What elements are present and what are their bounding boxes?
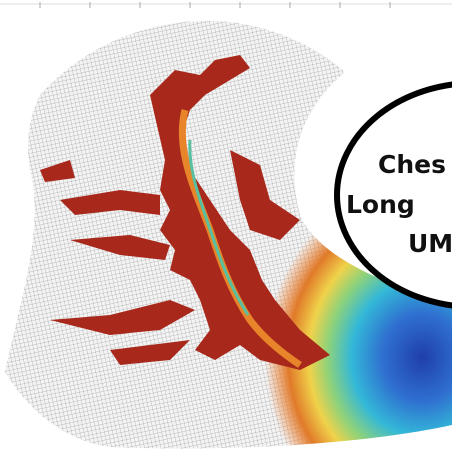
page: {"callout": {"lines": ["Ches", "Long", "… bbox=[0, 0, 452, 462]
callout-line: UM bbox=[408, 229, 452, 258]
callout-line: Ches bbox=[378, 150, 446, 179]
top-ticks bbox=[0, 2, 452, 8]
callout-line: Long bbox=[346, 190, 415, 219]
figure: Ches Long UM bbox=[0, 0, 452, 462]
